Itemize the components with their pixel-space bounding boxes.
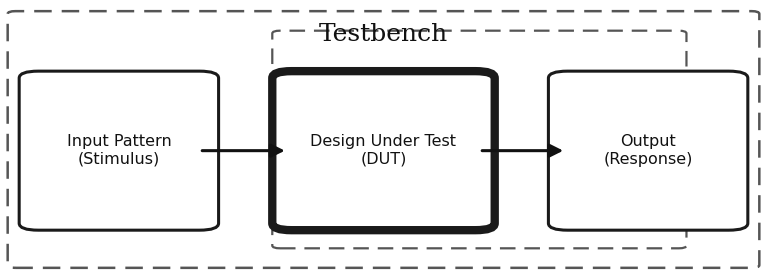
Text: Input Pattern
(Stimulus): Input Pattern (Stimulus) <box>67 134 171 167</box>
FancyBboxPatch shape <box>272 71 495 230</box>
Text: Output
(Response): Output (Response) <box>604 134 693 167</box>
FancyBboxPatch shape <box>19 71 219 230</box>
Text: Testbench: Testbench <box>319 23 448 46</box>
FancyBboxPatch shape <box>548 71 748 230</box>
Text: Design Under Test
(DUT): Design Under Test (DUT) <box>311 134 456 167</box>
